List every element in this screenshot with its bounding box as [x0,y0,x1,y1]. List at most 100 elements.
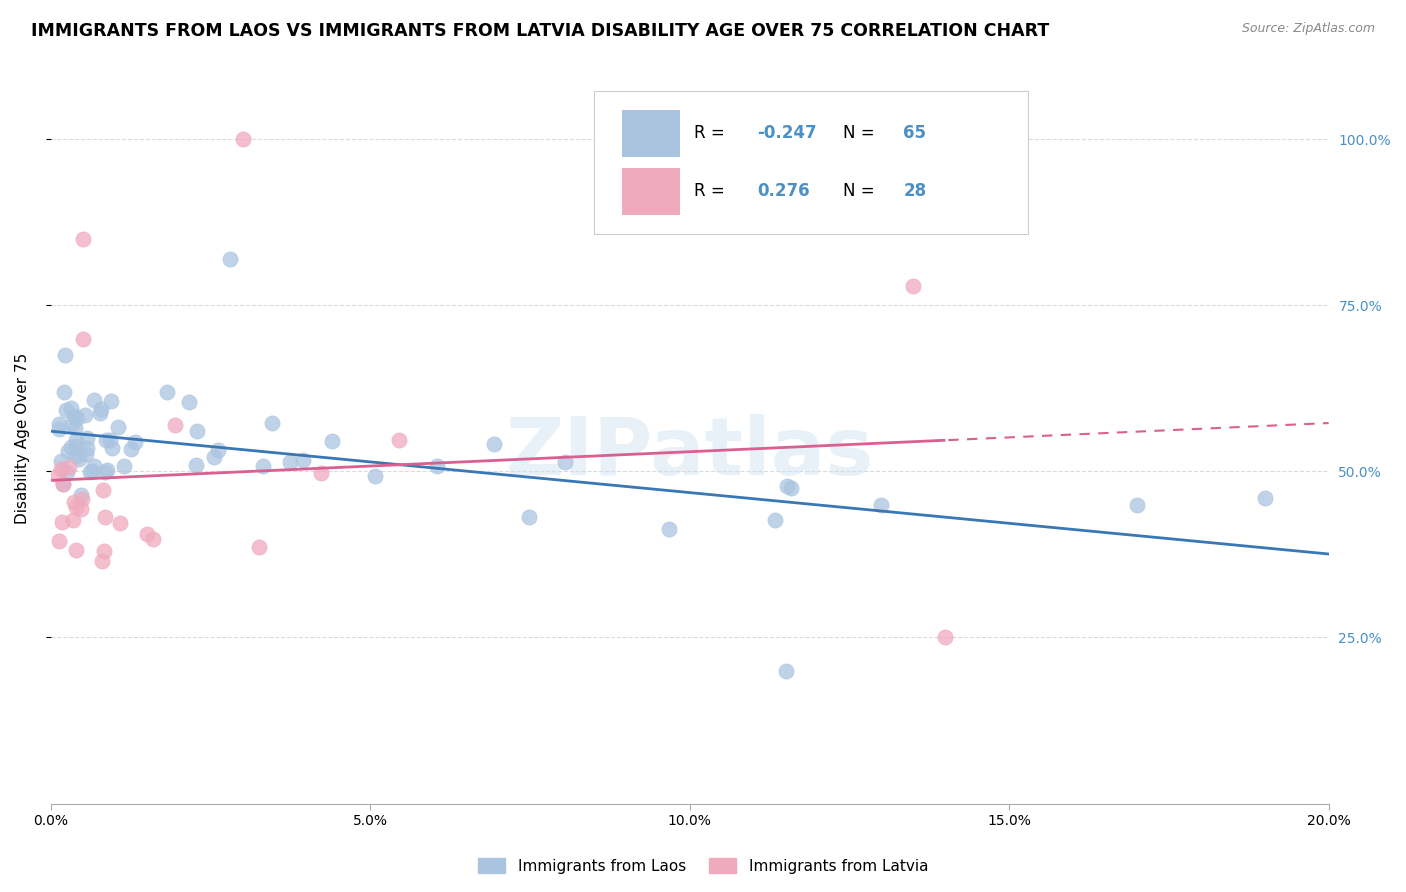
Point [124,434,146,449]
Text: ZIPatlas: ZIPatlas [506,414,875,491]
Point [291,453,314,467]
Point [202,450,225,465]
Point [67,452,90,467]
Point [94,433,117,447]
Text: 0.276: 0.276 [758,182,810,201]
Point [165,418,187,433]
Point [69,502,91,516]
Point [53,385,76,400]
Point [56,443,79,458]
Point [46,467,69,482]
Point [53,348,76,362]
Point [76,431,98,445]
Point [69,488,91,502]
Point [870,498,893,512]
Point [260,416,283,430]
Point [49,454,72,468]
Point [207,443,229,458]
FancyBboxPatch shape [621,168,679,216]
Point [112,459,135,474]
Point [48,417,70,432]
Text: N =: N = [844,182,880,201]
Point [426,459,449,474]
Point [934,631,956,645]
Point [775,664,797,678]
Point [94,510,117,524]
Point [218,252,240,266]
Point [252,459,274,474]
Text: R =: R = [693,182,730,201]
Point [247,540,270,554]
Point [60,417,83,432]
Point [517,510,540,524]
Point [65,433,87,447]
Point [65,500,87,515]
Point [60,440,83,454]
Point [776,479,799,493]
Point [309,466,332,480]
Point [65,421,87,435]
Text: R =: R = [693,124,730,142]
Point [482,436,505,450]
Point [90,401,112,416]
Point [72,232,94,246]
Point [93,544,115,558]
Point [72,332,94,346]
FancyBboxPatch shape [593,91,1028,234]
Point [79,465,101,479]
Point [231,132,253,146]
Point [100,394,122,409]
Point [100,433,122,447]
Text: 65: 65 [903,124,927,142]
Point [76,441,98,455]
Point [763,513,786,527]
Point [51,515,73,529]
Point [75,447,97,461]
Point [60,401,83,415]
Text: 28: 28 [903,182,927,201]
Legend: Immigrants from Laos, Immigrants from Latvia: Immigrants from Laos, Immigrants from La… [472,852,934,880]
Point [75,408,97,422]
Point [56,465,79,479]
Text: Source: ZipAtlas.com: Source: ZipAtlas.com [1241,22,1375,36]
Point [100,441,122,455]
Point [1254,491,1277,505]
Point [186,425,208,439]
Point [658,522,681,536]
Point [91,483,114,497]
Point [48,422,70,436]
Text: N =: N = [844,124,880,142]
Text: IMMIGRANTS FROM LAOS VS IMMIGRANTS FROM LATVIA DISABILITY AGE OVER 75 CORRELATIO: IMMIGRANTS FROM LAOS VS IMMIGRANTS FROM … [31,22,1049,40]
Point [65,543,87,558]
Point [177,395,200,409]
Point [94,466,117,480]
Point [82,464,104,478]
Point [364,468,387,483]
Point [90,554,112,568]
Point [96,463,118,477]
Point [70,492,93,507]
Point [135,526,157,541]
Point [49,462,72,476]
Point [62,495,84,509]
Point [278,454,301,468]
Point [52,477,75,491]
Y-axis label: Disability Age Over 75: Disability Age Over 75 [15,352,30,524]
Point [142,532,165,546]
Point [58,460,80,475]
Point [554,455,576,469]
Point [156,384,179,399]
Point [107,420,129,434]
Point [903,278,925,293]
Point [65,449,87,463]
Point [55,403,77,417]
FancyBboxPatch shape [621,110,679,157]
Point [388,433,411,447]
Point [66,411,89,425]
Point [83,458,105,473]
Point [184,458,207,473]
Point [62,409,84,424]
Point [120,442,142,456]
Point [89,406,111,420]
Point [779,481,801,495]
